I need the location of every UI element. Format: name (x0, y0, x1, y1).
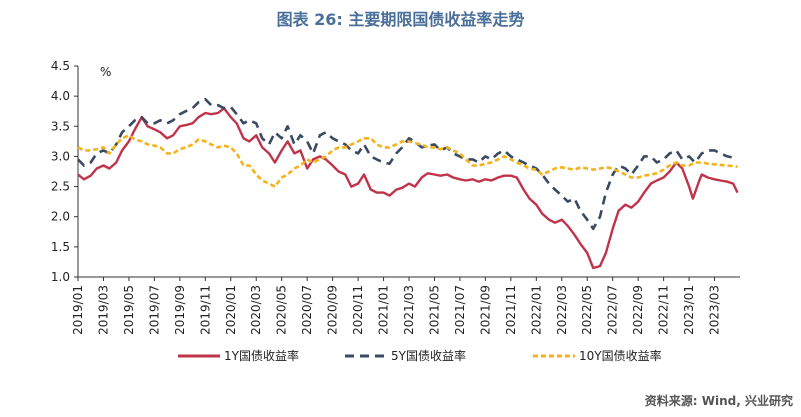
x-tick-label: 2022/05 (580, 285, 594, 335)
legend: 1Y国债收益率 5Y国债收益率 10Y国债收益率 (178, 348, 662, 363)
source-note: 资料来源: Wind, 兴业研究 (644, 394, 793, 408)
chart-title: 图表 26: 主要期限国债收益率走势 (276, 10, 525, 29)
x-tick-label: 2019/09 (173, 285, 187, 335)
x-tick-label: 2020/01 (224, 285, 238, 335)
y-tick-label: 3.5 (51, 119, 70, 133)
x-tick-label: 2021/03 (402, 285, 416, 335)
x-tick-label: 2019/11 (198, 285, 212, 335)
x-tick-label: 2023/01 (682, 285, 696, 335)
x-tick-label: 2022/09 (631, 285, 645, 335)
x-tick-label: 2021/09 (478, 285, 492, 335)
x-tick-label: 2021/01 (377, 285, 391, 335)
y-unit-label: % (100, 65, 111, 79)
x-tick-label: 2021/11 (504, 285, 518, 335)
y-tick-label: 2.5 (51, 180, 70, 194)
series-line-3 (77, 134, 738, 188)
x-tick-label: 2022/03 (555, 285, 569, 335)
x-tick-label: 2019/05 (122, 285, 136, 335)
x-tick-label: 2019/01 (71, 285, 85, 335)
legend-label: 1Y国债收益率 (224, 348, 299, 363)
axes-layer: 1.0 1.5 2.0 2.5 3.0 3.5 4.0 4.5 2019/01 2019/03 20… (51, 59, 740, 335)
legend-label: 5Y国债收益率 (391, 348, 466, 363)
y-tick-label: 2.0 (51, 210, 70, 224)
x-tick-label: 2019/03 (96, 285, 110, 335)
x-tick-label: 2023/03 (708, 285, 722, 335)
x-tick-label: 2020/11 (351, 285, 365, 335)
x-tick-label: 2019/07 (147, 285, 161, 335)
y-tick-label: 4.5 (51, 59, 70, 73)
x-tick-label: 2020/03 (249, 285, 263, 335)
x-tick-label: 2021/05 (427, 285, 441, 335)
x-tick-label: 2021/07 (453, 285, 467, 335)
series-line-2 (77, 97, 738, 231)
series-layer (77, 97, 739, 270)
x-tick-label: 2020/07 (300, 285, 314, 335)
series-line-1 (77, 107, 739, 270)
y-tick-label: 1.0 (51, 270, 70, 284)
y-tick-label: 3.0 (51, 149, 70, 163)
y-tick-label: 1.5 (51, 240, 70, 254)
x-tick-label: 2022/07 (606, 285, 620, 335)
x-tick-label: 2020/09 (326, 285, 340, 335)
x-tick-label: 2020/05 (275, 285, 289, 335)
x-tick-label: 2022/11 (657, 285, 671, 335)
y-tick-label: 4.0 (51, 89, 70, 103)
x-tick-label: 2022/01 (529, 285, 543, 335)
legend-label: 10Y国债收益率 (579, 348, 662, 363)
